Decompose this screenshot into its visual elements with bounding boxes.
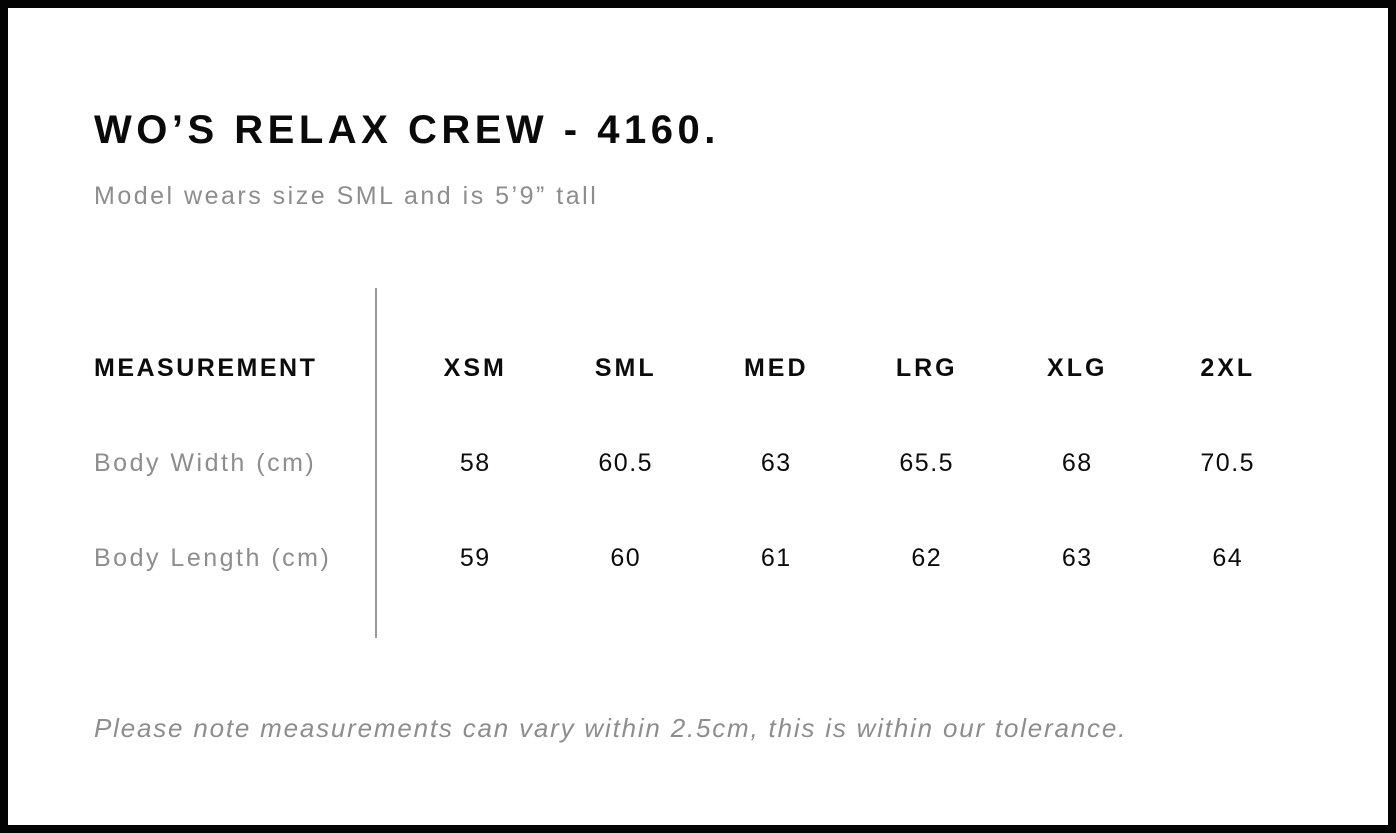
- column-header-xlg: XLG: [1047, 354, 1108, 382]
- size-value: 70.5: [1200, 449, 1256, 477]
- size-value: 62: [911, 544, 943, 572]
- tolerance-note: Please note measurements can vary within…: [94, 713, 1128, 743]
- size-value: 60: [610, 544, 642, 572]
- model-size-note: Model wears size SML and is 5’9” tall: [94, 182, 599, 210]
- column-header-med: MED: [743, 354, 809, 382]
- size-value: 60.5: [598, 449, 654, 477]
- column-divider: [375, 288, 377, 638]
- size-value: 63: [1061, 544, 1093, 572]
- size-value: 68: [1061, 449, 1093, 477]
- column-header-lrg: LRG: [895, 354, 958, 382]
- row-label: Body Width (cm): [94, 449, 317, 477]
- row-label: Body Length (cm): [94, 544, 332, 572]
- column-header-xsm: XSM: [443, 354, 507, 382]
- size-value: 59: [459, 544, 491, 572]
- size-table: MEASUREMENT XSM SML MED LRG XLG 2XL Body…: [94, 288, 1303, 638]
- column-header-2xl: 2XL: [1200, 354, 1256, 382]
- column-header-sml: SML: [594, 354, 657, 382]
- table-row-body-length: Body Length (cm) 59 60 61 62 63 64: [94, 544, 1303, 572]
- column-header-measurement: MEASUREMENT: [94, 354, 318, 382]
- size-value: 63: [760, 449, 792, 477]
- size-value: 58: [459, 449, 491, 477]
- table-row-body-width: Body Width (cm) 58 60.5 63 65.5 68 70.5: [94, 449, 1303, 477]
- size-value: 64: [1212, 544, 1244, 572]
- size-value: 65.5: [899, 449, 955, 477]
- page-title: WO’S RELAX CREW - 4160.: [94, 108, 720, 152]
- size-value: 61: [760, 544, 792, 572]
- table-header-row: MEASUREMENT XSM SML MED LRG XLG 2XL: [94, 354, 1303, 382]
